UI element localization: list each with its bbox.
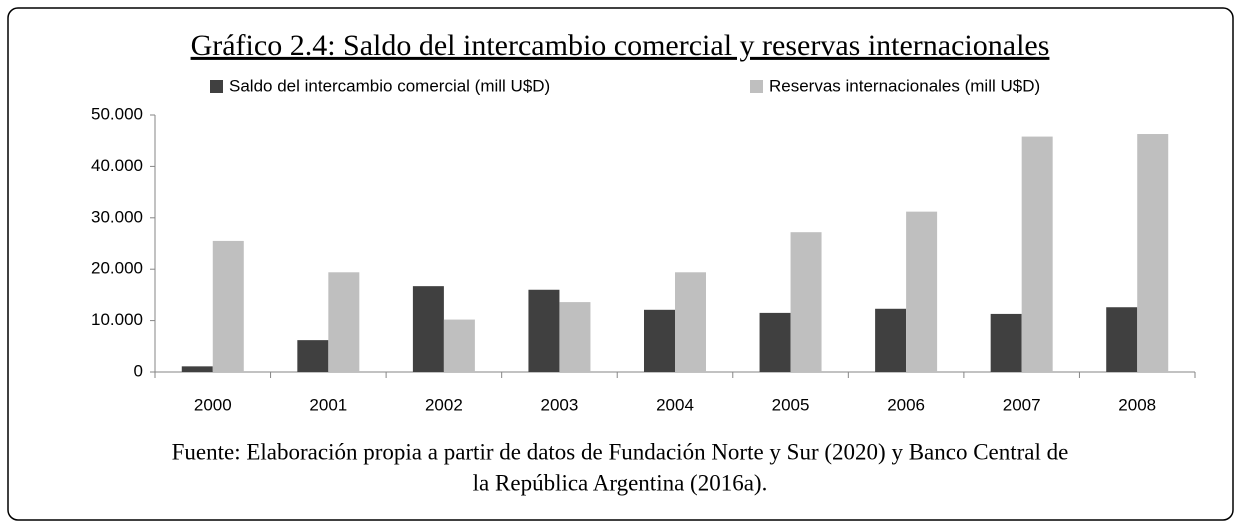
y-tick-label: 20.000 bbox=[91, 259, 143, 278]
x-tick-label: 2006 bbox=[887, 395, 925, 414]
bar bbox=[759, 312, 791, 372]
bar bbox=[212, 240, 244, 372]
bar bbox=[181, 366, 213, 372]
y-tick-label: 50.000 bbox=[91, 104, 143, 123]
bar bbox=[790, 232, 822, 372]
bar bbox=[675, 272, 706, 372]
legend-label: Reservas internacionales (mill U$D) bbox=[769, 76, 1040, 95]
bar bbox=[906, 211, 938, 372]
x-tick-label: 2000 bbox=[194, 395, 232, 414]
y-tick-label: 30.000 bbox=[91, 207, 143, 226]
bar bbox=[443, 319, 475, 372]
legend-swatch bbox=[750, 80, 763, 93]
bar bbox=[528, 289, 560, 372]
bar bbox=[1106, 307, 1138, 372]
bar bbox=[1137, 134, 1169, 372]
x-tick-label: 2001 bbox=[309, 395, 347, 414]
bar bbox=[1021, 136, 1053, 372]
chart-title: Gráfico 2.4: Saldo del intercambio comer… bbox=[191, 29, 1050, 62]
source-line: Fuente: Elaboración propia a partir de d… bbox=[172, 439, 1069, 464]
bar bbox=[559, 302, 591, 372]
source-line: la República Argentina (2016a). bbox=[473, 470, 768, 495]
bar bbox=[412, 286, 444, 372]
bar bbox=[990, 313, 1022, 372]
y-tick-label: 40.000 bbox=[91, 156, 143, 175]
bar bbox=[328, 272, 360, 372]
bar bbox=[644, 309, 675, 372]
x-tick-label: 2007 bbox=[1003, 395, 1041, 414]
y-tick-label: 0 bbox=[134, 361, 143, 380]
x-tick-label: 2002 bbox=[425, 395, 463, 414]
x-tick-label: 2004 bbox=[656, 395, 694, 414]
frame bbox=[7, 7, 1234, 521]
x-tick-label: 2005 bbox=[772, 395, 810, 414]
x-tick-label: 2003 bbox=[541, 395, 579, 414]
y-tick-label: 10.000 bbox=[91, 310, 143, 329]
x-tick-label: 2008 bbox=[1118, 395, 1156, 414]
bar bbox=[875, 308, 907, 372]
bar bbox=[297, 340, 329, 372]
legend-swatch bbox=[210, 80, 223, 93]
legend-label: Saldo del intercambio comercial (mill U$… bbox=[229, 76, 550, 95]
